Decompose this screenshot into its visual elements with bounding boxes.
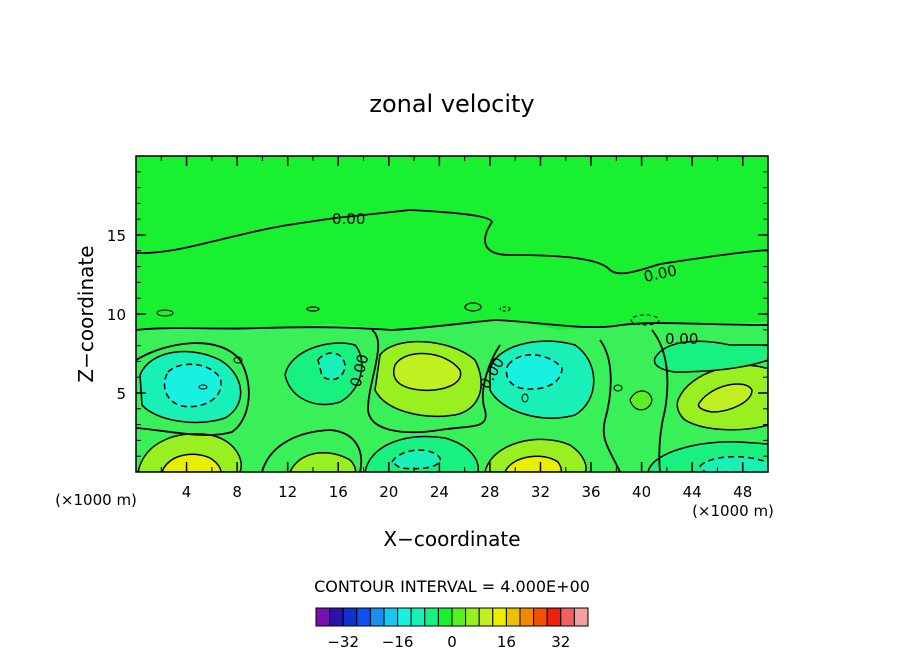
negative-core-x15 xyxy=(317,352,346,381)
x-tick-label-44: 44 xyxy=(683,483,702,501)
x-tick-label-36: 36 xyxy=(581,483,600,501)
contour-label-1: 0.00 xyxy=(332,210,365,228)
zero-contour-far-right xyxy=(651,329,669,472)
colorbar-swatch xyxy=(560,607,575,627)
contour-interval-text: CONTOUR INTERVAL = 4.000E+00 xyxy=(314,577,590,596)
y-tick-label-5: 5 xyxy=(116,385,126,403)
colorbar-swatch xyxy=(410,607,426,627)
small-contour-6 xyxy=(233,356,243,364)
x-tick-label-4: 4 xyxy=(182,483,192,501)
x-unit-right: (×1000 m) xyxy=(692,502,774,520)
colorbar-swatch xyxy=(329,607,344,627)
colorbar-tick-labels: −32 −16 0 16 32 xyxy=(327,633,570,651)
colorbar-swatch xyxy=(315,607,331,627)
positive-core-x22 xyxy=(393,352,462,392)
colorbar-swatch xyxy=(505,607,521,627)
colorbar-tick-label: 0 xyxy=(447,633,457,651)
chart-title: zonal velocity xyxy=(369,90,534,118)
colorbar-swatch xyxy=(546,607,562,627)
colorbar-tick-label: 32 xyxy=(551,633,570,651)
plot-area: 0.00 0.00 0.00 0.00 0.00 xyxy=(136,156,768,472)
colorbar-swatch xyxy=(437,607,453,627)
small-contour-5 xyxy=(630,314,660,326)
colorbar-swatch xyxy=(342,607,358,627)
colorbar-swatch xyxy=(383,607,399,627)
y-tick-label-15: 15 xyxy=(107,227,126,245)
negative-core-x31 xyxy=(505,354,563,390)
y-tick-label-10: 10 xyxy=(107,306,126,324)
x-tick-label-16: 16 xyxy=(329,483,348,501)
x-tick-label-8: 8 xyxy=(232,483,242,501)
negative-cell-x44 xyxy=(653,340,768,373)
zero-contour-right-lobe xyxy=(599,339,621,472)
colorbar-swatch xyxy=(465,607,480,627)
colorbar-swatch xyxy=(533,607,548,627)
colorbar-tick-label: −16 xyxy=(382,633,414,651)
colorbar-swatch xyxy=(397,607,412,627)
colorbar-swatch xyxy=(478,607,494,627)
small-contour-1 xyxy=(156,309,174,317)
small-contour-7 xyxy=(613,384,623,392)
positive-core-x46 xyxy=(697,383,753,413)
colorbar-swatch xyxy=(573,607,589,627)
colorbar-tick-label: −32 xyxy=(327,633,359,651)
x-tick-label-40: 40 xyxy=(632,483,651,501)
positive-core-x4-bottom xyxy=(161,453,222,472)
zero-contour-mid-lobe xyxy=(367,329,501,434)
contour-label-3: 0.00 xyxy=(665,330,698,348)
small-contour-9 xyxy=(521,393,529,403)
small-contour-2 xyxy=(306,306,320,312)
colorbar-swatch xyxy=(356,607,371,627)
negative-core-x5 xyxy=(163,363,222,408)
zero-contour-upper xyxy=(136,209,768,275)
positive-cell-x39 xyxy=(629,390,653,411)
small-contour-8 xyxy=(198,384,208,390)
x-unit-left: (×1000 m) xyxy=(55,491,137,509)
colorbar-swatch xyxy=(369,607,385,627)
colorbar-tick-label: 16 xyxy=(497,633,516,651)
x-tick-label-32: 32 xyxy=(531,483,550,501)
y-axis-title: Z−coordinate xyxy=(74,245,98,382)
colorbar-swatch xyxy=(451,607,467,627)
zero-contour-left-lobe xyxy=(136,342,250,436)
colorbar-swatch xyxy=(424,607,439,627)
x-tick-label-48: 48 xyxy=(733,483,752,501)
colorbar xyxy=(315,607,589,627)
x-tick-label-12: 12 xyxy=(278,483,297,501)
x-tick-label-24: 24 xyxy=(430,483,449,501)
small-contour-4 xyxy=(499,306,511,312)
colorbar-swatch xyxy=(519,607,535,627)
zero-contour-center-bottom xyxy=(261,429,363,472)
x-axis-ticks: 4 8 12 16 20 24 28 32 36 40 44 48 xyxy=(160,156,752,501)
x-tick-label-20: 20 xyxy=(379,483,398,501)
y-axis-ticks: 5 10 15 xyxy=(107,171,768,457)
positive-cell-x15-bottom xyxy=(289,452,357,472)
x-axis-title: X−coordinate xyxy=(383,527,520,551)
x-tick-label-28: 28 xyxy=(480,483,499,501)
negative-core-x21-bottom xyxy=(391,449,441,470)
small-contour-3 xyxy=(464,302,482,312)
colorbar-swatch xyxy=(492,607,507,627)
